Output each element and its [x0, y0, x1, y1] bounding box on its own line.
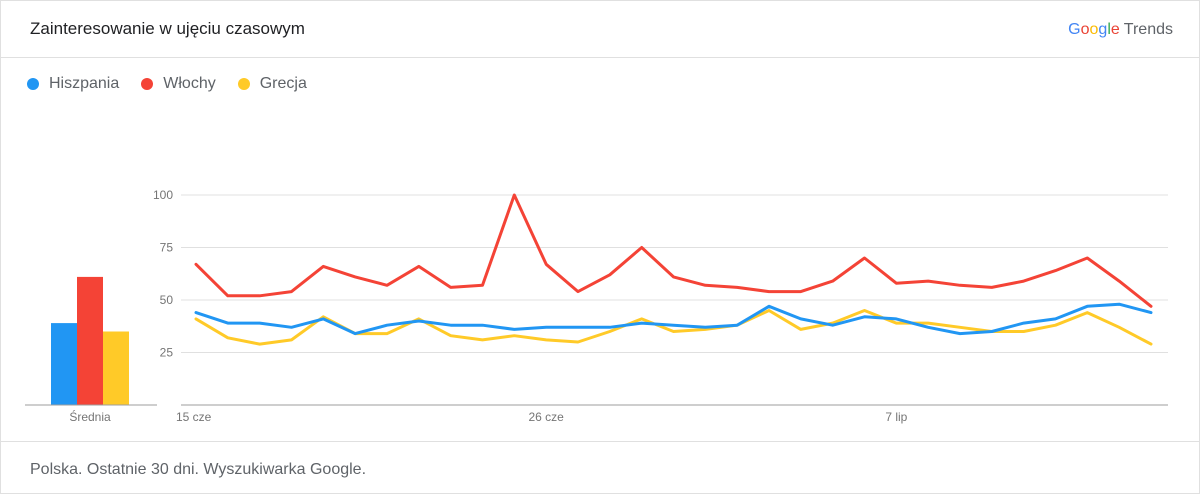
legend-item-wlochy[interactable]: Włochy [141, 75, 216, 93]
card-footer: Polska. Ostatnie 30 dni. Wyszukiwarka Go… [1, 441, 1199, 494]
average-bar-grecja [103, 331, 129, 405]
y-tick-label: 75 [160, 241, 174, 255]
series-line-hiszpania [194, 302, 1153, 336]
grid: 25 50 75 100 [153, 188, 1168, 406]
series-lines [194, 193, 1153, 346]
legend-dot-icon [27, 78, 39, 90]
x-tick-label: 7 lip [885, 410, 907, 424]
average-bar-hiszpania [51, 323, 77, 405]
chart-title: Zainteresowanie w ujęciu czasowym [30, 19, 305, 38]
legend: Hiszpania Włochy Grecja [27, 75, 307, 93]
footer-text: Polska. Ostatnie 30 dni. Wyszukiwarka Go… [30, 461, 367, 478]
series-line-włochy [194, 193, 1153, 308]
x-tick-label: 15 cze [176, 410, 212, 424]
legend-dot-icon [141, 78, 154, 90]
average-bars: Średnia [25, 276, 157, 424]
average-bar-włochy [77, 276, 103, 405]
legend-dot-icon [237, 78, 250, 90]
average-label: Średnia [69, 409, 111, 424]
brand-trends: Trends [1123, 21, 1173, 38]
legend-item-grecja[interactable]: Grecja [237, 75, 307, 93]
line-chart: 25 50 75 100 Średnia 15 cze 26 cze 7 lip [25, 188, 1168, 424]
legend-label: Grecja [259, 75, 307, 92]
y-tick-label: 50 [160, 293, 174, 307]
x-tick-label: 26 cze [528, 410, 564, 424]
legend-label: Hiszpania [49, 75, 120, 92]
card-header: Zainteresowanie w ujęciu czasowym Google… [1, 1, 1199, 58]
y-tick-label: 25 [160, 346, 174, 360]
brand-google: Google [1068, 21, 1120, 38]
google-trends-logo[interactable]: Google Trends [1068, 21, 1173, 39]
x-axis: 15 cze 26 cze 7 lip [176, 410, 908, 424]
legend-item-hiszpania[interactable]: Hiszpania [27, 75, 119, 93]
y-tick-label: 100 [153, 188, 173, 202]
legend-label: Włochy [163, 75, 216, 92]
